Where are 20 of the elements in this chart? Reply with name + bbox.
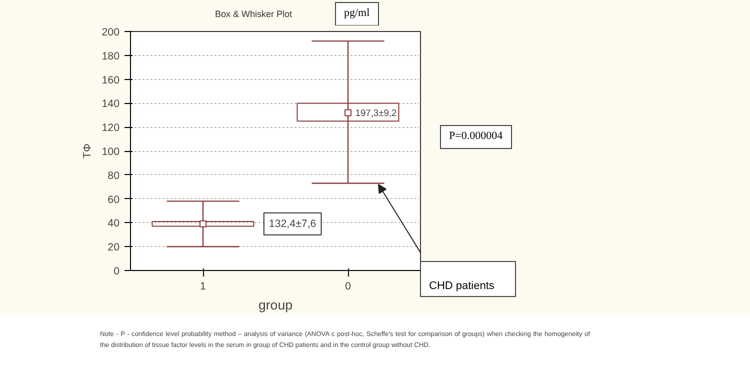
y-tick-label: 140: [102, 98, 120, 110]
text: pg/ml: [335, 2, 379, 26]
annotation: 132,4±7,6: [268, 218, 316, 230]
y-tick-label: 200: [102, 26, 120, 38]
x-axis-title: group: [258, 298, 293, 312]
x-tick-label: 1: [200, 280, 206, 292]
y-tick-label: 160: [102, 74, 120, 86]
annotation: 197,3±9,2: [355, 108, 397, 118]
y-tick-label: 80: [108, 170, 120, 182]
y-tick-label: 0: [114, 266, 120, 278]
text: P=0.000004: [440, 125, 512, 149]
y-axis-title: TΦ: [82, 143, 94, 159]
y-tick-label: 20: [108, 242, 120, 254]
y-tick-label: 60: [108, 194, 120, 206]
y-tick-label: 100: [102, 146, 120, 158]
text: CHD patients: [420, 261, 516, 297]
y-tick-label: 180: [102, 50, 120, 62]
chart-title: Box & Whisker Plot: [215, 8, 292, 21]
y-tick-label: 40: [108, 218, 120, 230]
y-tick-label: 120: [102, 122, 120, 134]
